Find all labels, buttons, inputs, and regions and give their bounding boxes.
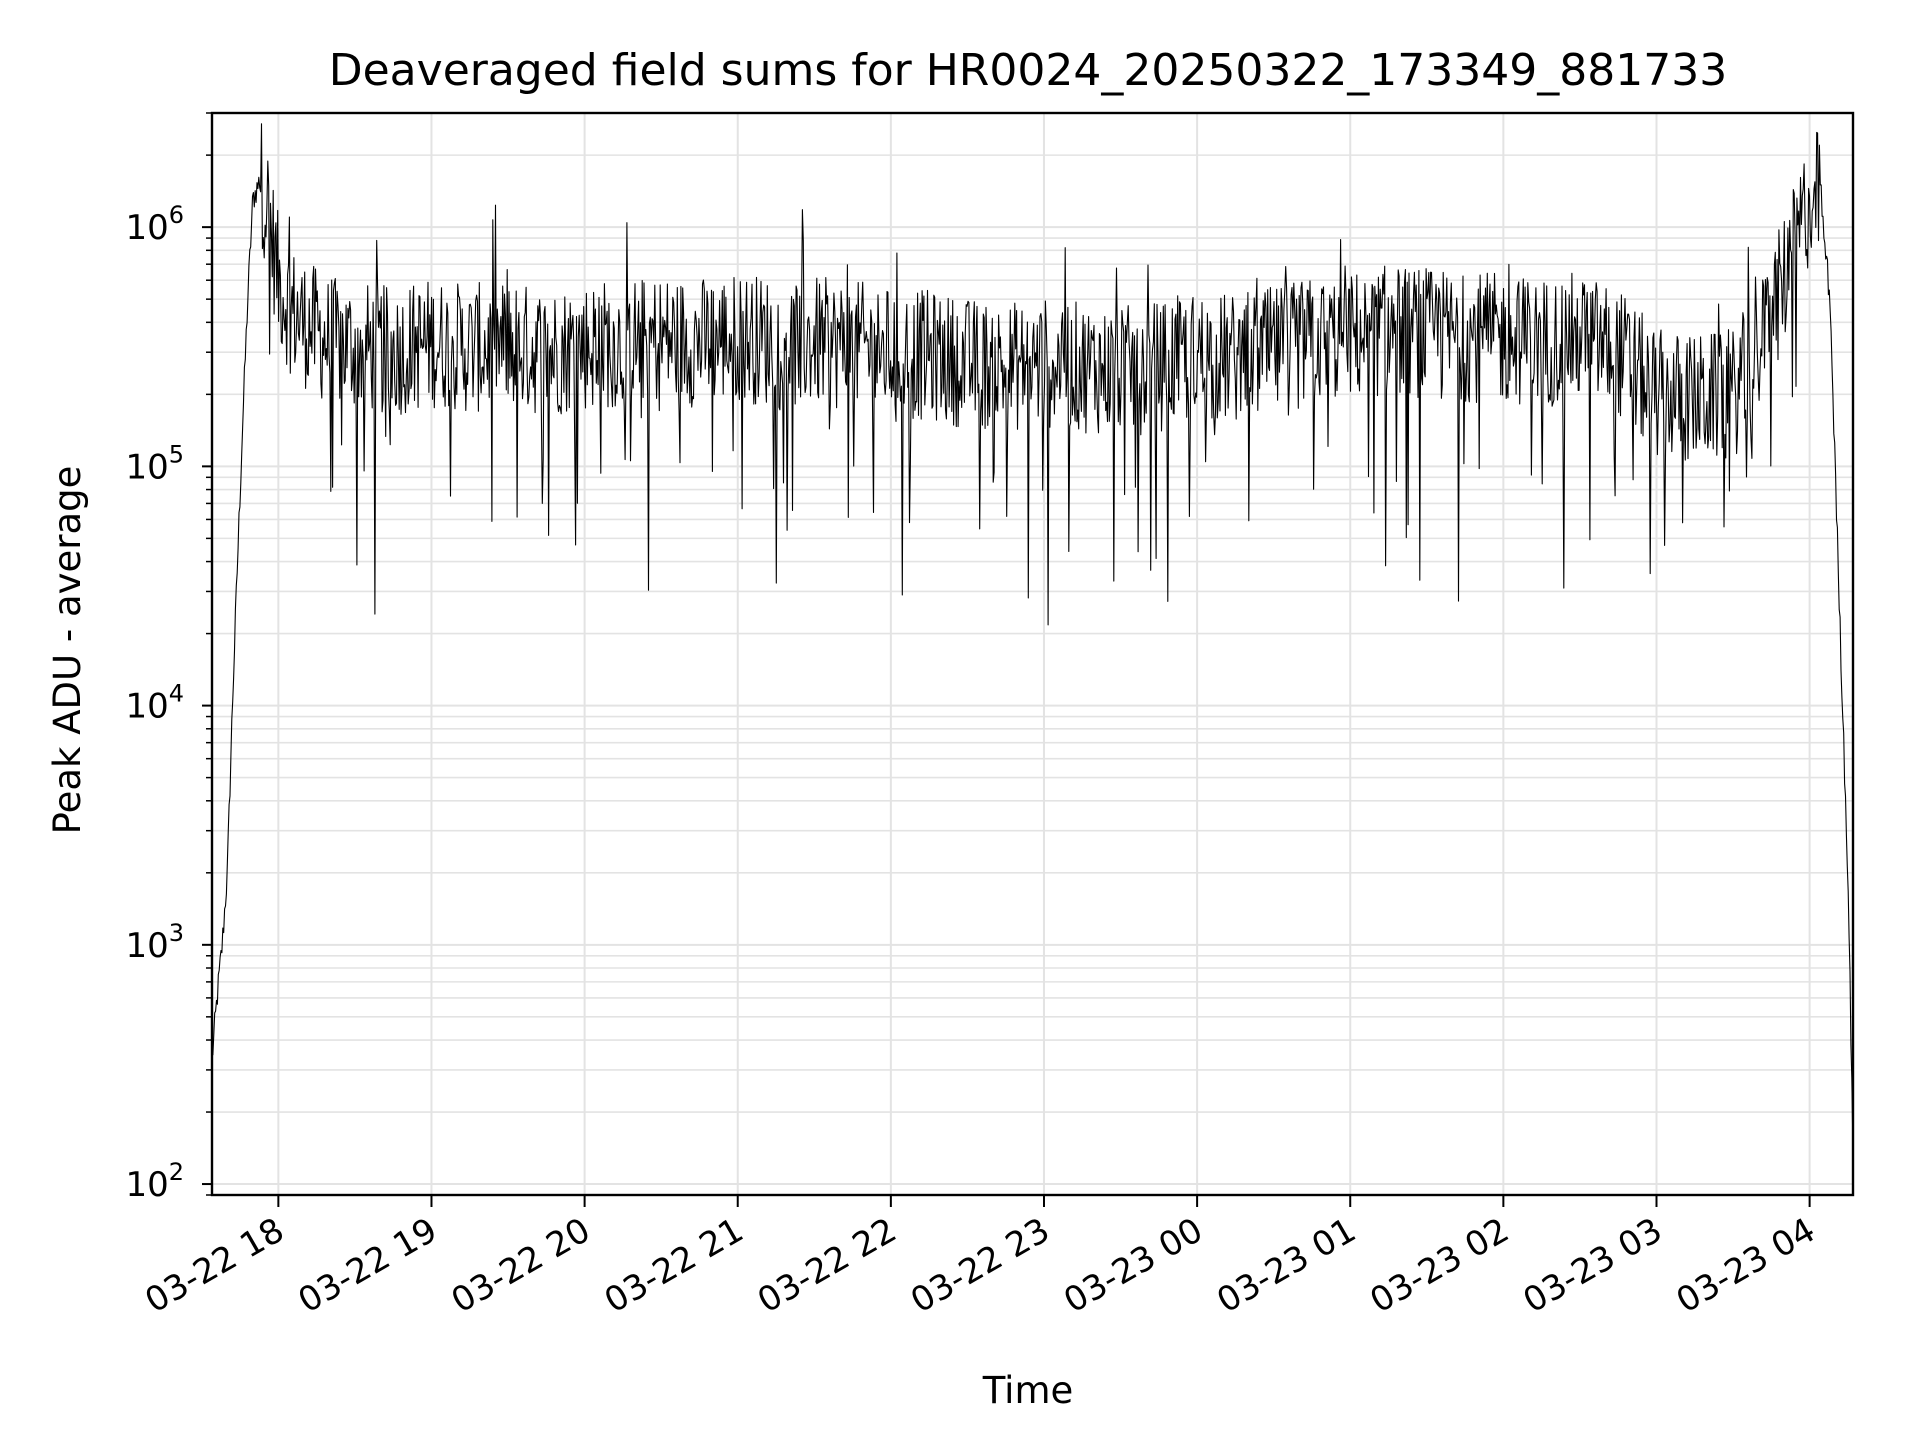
y-tick-base: 10 [125, 687, 168, 727]
chart-title: Deaveraged field sums for HR0024_2025032… [329, 45, 1728, 96]
plot-frame [210, 111, 1855, 1197]
y-axis-label: Peak ADU - average [46, 466, 89, 835]
data-layer [211, 123, 1854, 1135]
y-tick-base: 10 [125, 447, 168, 487]
series-line-0 [211, 123, 1854, 1135]
y-tick-label: 105 [125, 440, 184, 487]
y-tick-exponent: 4 [169, 680, 184, 708]
x-axis-label: Time [982, 1369, 1074, 1412]
y-tick-exponent: 6 [169, 201, 184, 229]
y-tick-base: 10 [125, 208, 168, 248]
y-tick-base: 10 [125, 1165, 168, 1205]
y-tick-exponent: 2 [169, 1158, 184, 1186]
y-tick-label: 103 [125, 919, 184, 966]
grid [212, 112, 1853, 1196]
y-tick-exponent: 5 [169, 440, 184, 468]
y-tick-label: 104 [125, 680, 184, 727]
y-tick-base: 10 [125, 926, 168, 966]
y-tick-label: 106 [125, 201, 184, 248]
y-tick-exponent: 3 [169, 919, 184, 947]
y-tick-label: 102 [125, 1158, 184, 1205]
